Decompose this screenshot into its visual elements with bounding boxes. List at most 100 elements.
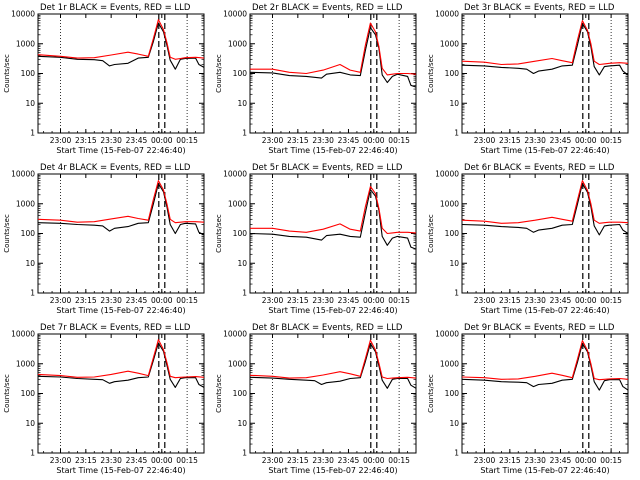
lld-series-line <box>250 185 417 235</box>
x-tick-label: 23:15 <box>499 296 521 305</box>
y-tick-label: 1 <box>454 289 459 298</box>
x-tick-label: 23:00 <box>474 136 496 145</box>
x-tick-label: 23:45 <box>550 136 572 145</box>
x-tick-label: 23:45 <box>338 296 360 305</box>
x-tick-label: 23:30 <box>100 136 122 145</box>
y-tick-label: 1 <box>30 289 35 298</box>
y-tick-label: 10 <box>449 259 459 268</box>
plot-frame <box>37 333 205 454</box>
panel-title: Det 1r BLACK = Events, RED = LLD <box>40 3 191 13</box>
detector-panel-6: 23:00 23:15 23:30 23:45 00:00 00:15 1 10 100 1000… <box>427 163 629 315</box>
x-tick-label: 23:45 <box>338 456 360 465</box>
events-series-line <box>249 342 417 389</box>
x-tick-label: 23:15 <box>499 136 521 145</box>
x-tick-label: 00:00 <box>363 456 385 465</box>
y-tick-label: 100 <box>233 69 248 78</box>
y-axis-label: Counts/sec <box>3 214 11 253</box>
y-tick-label: 100 <box>21 389 36 398</box>
plot-frame <box>461 13 629 134</box>
events-series-line <box>461 342 629 391</box>
y-tick-label: 100 <box>445 69 460 78</box>
detector-panel-9: 23:00 23:15 23:30 23:45 00:00 00:15 1 10 100 1000… <box>427 323 629 475</box>
y-tick-label: 100 <box>445 229 460 238</box>
y-axis-label: Counts/sec <box>3 374 11 413</box>
y-tick-label: 10000 <box>435 10 459 19</box>
y-tick-label: 1000 <box>228 199 247 208</box>
x-tick-label: 23:15 <box>75 296 97 305</box>
x-tick-label: 23:00 <box>262 136 284 145</box>
y-tick-label: 1 <box>30 449 35 458</box>
y-tick-label: 1 <box>242 289 247 298</box>
y-tick-label: 10000 <box>11 330 35 339</box>
x-tick-label: 00:15 <box>176 296 198 305</box>
x-tick-label: 23:00 <box>50 296 72 305</box>
x-tick-label: 00:00 <box>151 136 173 145</box>
panel-title: Det 4r BLACK = Events, RED = LLD <box>40 163 191 173</box>
x-axis-label: Start Time (15-Feb-07 22:46:40) <box>480 306 609 315</box>
y-tick-label: 1000 <box>440 39 459 48</box>
x-axis-label: Start Time (15-Feb-07 22:46:40) <box>268 146 397 155</box>
events-series-line <box>37 22 205 70</box>
lld-series-line <box>250 22 417 76</box>
events-series-line <box>461 22 629 76</box>
lld-series-line <box>461 340 629 381</box>
lld-series-line <box>461 180 629 224</box>
x-tick-label: 00:00 <box>363 296 385 305</box>
plot-frame <box>249 333 417 454</box>
y-tick-label: 1000 <box>440 199 459 208</box>
x-tick-label: 00:15 <box>388 456 410 465</box>
y-tick-label: 10 <box>449 419 459 428</box>
x-tick-label: 23:30 <box>312 456 334 465</box>
y-tick-label: 10 <box>237 419 247 428</box>
x-tick-label: 00:00 <box>151 456 173 465</box>
x-tick-label: 23:00 <box>50 456 72 465</box>
y-tick-label: 10 <box>25 259 35 268</box>
x-tick-label: 00:15 <box>600 296 622 305</box>
x-axis-label: Start Time (15-Feb-07 22:46:40) <box>56 146 185 155</box>
y-axis-label: Counts/sec <box>215 374 223 413</box>
x-tick-label: 23:15 <box>287 136 309 145</box>
plot-frame <box>461 333 629 454</box>
x-tick-label: 00:00 <box>363 136 385 145</box>
y-tick-label: 1000 <box>440 359 459 368</box>
y-tick-label: 10000 <box>223 170 247 179</box>
y-tick-label: 100 <box>21 69 36 78</box>
detector-panel-4: 23:00 23:15 23:30 23:45 00:00 00:15 1 10 100 1000… <box>3 163 205 315</box>
x-tick-label: 23:45 <box>126 136 148 145</box>
y-tick-label: 10000 <box>223 10 247 19</box>
x-tick-label: 23:30 <box>312 136 334 145</box>
y-axis-label: Counts/sec <box>427 54 435 93</box>
lld-series-line <box>461 20 629 66</box>
y-tick-label: 10000 <box>435 330 459 339</box>
x-tick-label: 23:15 <box>499 456 521 465</box>
x-tick-label: 23:45 <box>550 296 572 305</box>
x-axis-label: Start Time (15-Feb-07 22:46:40) <box>56 306 185 315</box>
y-tick-label: 100 <box>445 389 460 398</box>
x-tick-label: 00:00 <box>575 136 597 145</box>
y-tick-label: 10000 <box>11 170 35 179</box>
x-tick-label: 00:15 <box>600 136 622 145</box>
y-tick-label: 10 <box>237 99 247 108</box>
x-tick-label: 00:00 <box>575 456 597 465</box>
y-tick-label: 1000 <box>16 359 35 368</box>
events-series-line <box>249 189 417 250</box>
x-tick-label: 00:15 <box>176 136 198 145</box>
detector-panel-1: 23:00 23:15 23:30 23:45 00:00 00:15 1 10 100 1000… <box>3 3 205 155</box>
lld-series-line <box>249 339 417 380</box>
x-tick-label: 00:15 <box>176 456 198 465</box>
x-tick-label: 23:15 <box>75 136 97 145</box>
x-axis-label: Start Time (15-Feb-07 22:46:40) <box>268 466 397 475</box>
panel-title: Det 2r BLACK = Events, RED = LLD <box>252 3 403 13</box>
events-series-line <box>37 182 205 236</box>
y-tick-label: 10000 <box>11 10 35 19</box>
plot-frame <box>37 13 205 134</box>
events-series-line <box>37 342 205 388</box>
x-tick-label: 23:15 <box>75 456 97 465</box>
y-tick-label: 10000 <box>435 170 459 179</box>
panel-title: Det 9r BLACK = Events, RED = LLD <box>464 323 615 333</box>
detector-panel-7: 23:00 23:15 23:30 23:45 00:00 00:15 1 10 100 1000… <box>3 323 205 475</box>
y-tick-label: 10 <box>449 99 459 108</box>
x-tick-label: 23:30 <box>100 456 122 465</box>
x-tick-label: 23:00 <box>50 136 72 145</box>
